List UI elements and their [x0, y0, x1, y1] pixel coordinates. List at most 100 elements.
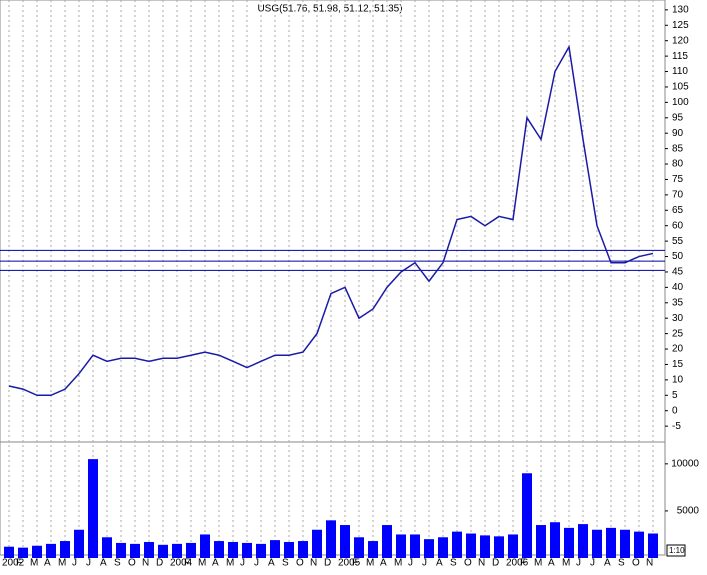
y-tick-label: 10 [672, 375, 684, 386]
x-tick-label: A [44, 558, 51, 569]
x-tick-label: M [366, 558, 374, 569]
volume-bar [32, 545, 42, 558]
y-tick-label: 110 [672, 66, 688, 77]
y-tick-label: 45 [672, 267, 684, 278]
chart-title: USG(51.76, 51.98, 51.12, 51.35) [257, 4, 402, 15]
y-tick-label: 70 [672, 190, 684, 201]
volume-bar [578, 524, 588, 558]
volume-bar [144, 541, 154, 558]
x-tick-label: 2006 [506, 558, 529, 569]
y-tick-label: -5 [672, 421, 681, 432]
x-tick-label: A [268, 558, 275, 569]
y-tick-label: 25 [672, 328, 684, 339]
volume-bar [550, 522, 560, 558]
plot-frame [0, 0, 666, 556]
x-tick-label: D [324, 558, 331, 569]
x-tick-label: F [352, 558, 358, 569]
annotation-box [666, 544, 686, 557]
annotation: 1:10 [669, 546, 685, 555]
volume-bar [228, 541, 238, 558]
y-tick-label: 100 [672, 97, 689, 108]
volume-bar [88, 459, 98, 558]
volume-bar [242, 542, 252, 558]
x-tick-label: S [282, 558, 289, 569]
volume-bar [4, 546, 14, 558]
x-tick-label: D [492, 558, 499, 569]
x-tick-label: O [128, 558, 136, 569]
x-tick-label: 2002 [2, 558, 25, 569]
x-tick-label: S [114, 558, 121, 569]
y-tick-label: 0 [672, 405, 678, 416]
x-tick-label: O [464, 558, 472, 569]
y-tick-label: 120 [672, 35, 689, 46]
volume-bar [452, 531, 462, 558]
volume-bar [368, 541, 378, 558]
volume-bar [256, 543, 266, 558]
y-tick-label: 40 [672, 282, 684, 293]
volume-bar [410, 534, 420, 558]
x-tick-label: J [408, 558, 413, 569]
volume-bar [270, 540, 280, 558]
volume-bar [60, 541, 70, 558]
y-tick-label: 35 [672, 297, 684, 308]
x-tick-label: F [184, 558, 190, 569]
x-tick-label: J [576, 558, 581, 569]
price-line [8, 44, 654, 397]
volume-bar [74, 529, 84, 558]
x-tick-label: N [142, 558, 149, 569]
volume-bar [116, 542, 126, 558]
volume-bar [284, 541, 294, 558]
x-tick-label: M [198, 558, 206, 569]
x-tick-label: F [520, 558, 526, 569]
volume-bar [396, 534, 406, 558]
y-tick-label: 60 [672, 220, 684, 231]
x-tick-label: J [240, 558, 245, 569]
y-tick-label: 95 [672, 112, 684, 123]
x-tick-label: J [86, 558, 91, 569]
x-tick-label: M [534, 558, 542, 569]
y-tick-label: 65 [672, 205, 684, 216]
y-tick-label: 50 [672, 251, 684, 262]
volume-bar [592, 529, 602, 558]
volume-bar [18, 547, 28, 558]
x-tick-label: N [646, 558, 653, 569]
volume-bar [158, 544, 168, 558]
volume-bar [508, 534, 518, 558]
x-tick-label: S [450, 558, 457, 569]
x-tick-label: A [436, 558, 443, 569]
x-tick-label: N [310, 558, 317, 569]
volume-bar [480, 535, 490, 558]
x-tick-label: A [380, 558, 387, 569]
x-tick-label: D [156, 558, 163, 569]
x-tick-label: A [100, 558, 107, 569]
volume-bar [326, 520, 336, 558]
y2-tick-label: 5000 [677, 506, 700, 517]
x-tick-label: F [16, 558, 22, 569]
volume-bar [200, 534, 210, 558]
y-tick-label: 55 [672, 236, 684, 247]
volume-bar [564, 527, 574, 558]
volume-bar [214, 541, 224, 558]
volume-bar [46, 543, 56, 558]
volume-bar [340, 525, 350, 558]
volume-bar [130, 543, 140, 558]
volume-bar [466, 533, 476, 558]
y-tick-label: 20 [672, 344, 684, 355]
x-tick-label: N [478, 558, 485, 569]
x-tick-label: J [254, 558, 259, 569]
y-tick-label: 80 [672, 159, 684, 170]
volume-bar [620, 529, 630, 558]
x-tick-label: J [590, 558, 595, 569]
x-tick-label: M [562, 558, 570, 569]
volume-bar [186, 542, 196, 558]
y-tick-label: 115 [672, 51, 688, 62]
y2-tick-label: 10000 [671, 458, 699, 469]
x-tick-label: M [394, 558, 402, 569]
volume-bar [354, 537, 364, 558]
volume-bar [634, 531, 644, 558]
x-tick-label: O [296, 558, 304, 569]
x-tick-label: M [58, 558, 66, 569]
volume-bar [438, 537, 448, 558]
